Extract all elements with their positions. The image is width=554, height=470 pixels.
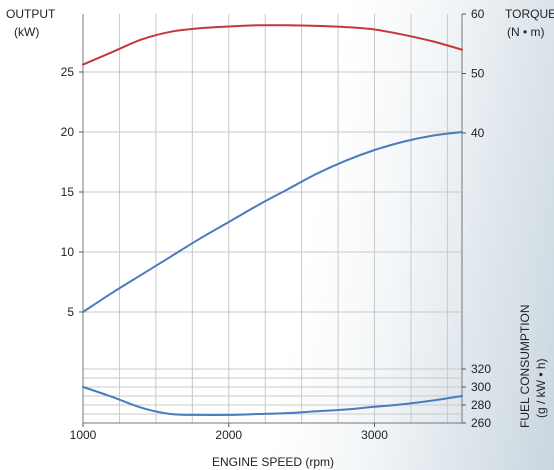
axes (82, 14, 463, 424)
fuel-consumption-curve (82, 386, 463, 416)
fuel-axis-label: FUEL CONSUMPTION (518, 304, 532, 428)
fuel-axis-ticks: 260 280 300 320 (462, 362, 491, 430)
output-tick-label: 20 (61, 125, 75, 139)
output-curve (82, 131, 463, 313)
x-axis-ticks: 1000 2000 3000 (70, 423, 388, 442)
x-axis-label: ENGINE SPEED (rpm) (212, 455, 334, 469)
torque-tick-label: 60 (471, 7, 485, 21)
output-tick-label: 10 (61, 245, 75, 259)
output-axis-label: OUTPUT (6, 7, 56, 21)
fuel-tick-label: 260 (471, 416, 491, 430)
torque-axis-ticks: 40 50 60 (462, 7, 485, 140)
torque-curve (82, 24, 463, 66)
fuel-tick-label: 320 (471, 362, 491, 376)
fuel-tick-label: 300 (471, 380, 491, 394)
output-tick-label: 25 (61, 65, 75, 79)
output-axis-unit: (kW) (14, 25, 39, 39)
output-tick-label: 15 (61, 185, 75, 199)
output-tick-label: 5 (67, 305, 74, 319)
x-tick-label: 1000 (70, 428, 97, 442)
series-lines (82, 24, 463, 416)
fuel-axis-unit: (g / kW • h) (534, 358, 548, 418)
fuel-tick-label: 280 (471, 398, 491, 412)
torque-axis-unit: (N • m) (507, 25, 545, 39)
torque-tick-label: 50 (471, 67, 485, 81)
x-tick-label: 3000 (361, 428, 388, 442)
torque-axis-label: TORQUE (505, 7, 554, 21)
left-axis-ticks: 5 10 15 20 25 (61, 65, 83, 319)
x-tick-label: 2000 (215, 428, 242, 442)
grid (83, 14, 462, 424)
torque-tick-label: 40 (471, 126, 485, 140)
